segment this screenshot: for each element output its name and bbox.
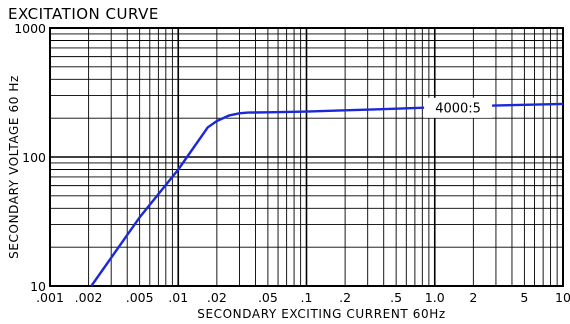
x-tick-label: .2 <box>339 290 351 305</box>
chart-title: EXCITATION CURVE <box>8 5 159 23</box>
y-tick-label: 100 <box>22 150 46 165</box>
x-tick-label: .001 <box>36 290 64 305</box>
x-tick-label: 5 <box>520 290 528 305</box>
x-tick-label: .5 <box>390 290 402 305</box>
x-tick-label: 2 <box>469 290 477 305</box>
y-axis-label: SECONDARY VOLTAGE 60 Hz <box>7 75 21 259</box>
y-tick-labels: 10 100 1000 <box>14 21 46 294</box>
x-tick-label: .1 <box>301 290 313 305</box>
x-tick-label: 10 <box>555 290 570 305</box>
plot-frame <box>49 27 564 287</box>
grid-major <box>50 28 563 286</box>
x-tick-label: 1.0 <box>425 290 445 305</box>
x-tick-label: .005 <box>126 290 154 305</box>
series-line-0 <box>90 102 564 287</box>
x-tick-labels: .001 .002 .005 .01 .02 .05 .1 .2 .5 1.0 2 5 10 <box>36 290 570 305</box>
x-tick-label: .01 <box>168 290 188 305</box>
series-label-bg <box>424 97 493 118</box>
x-axis-label: SECONDARY EXCITING CURRENT 60Hz <box>197 307 446 321</box>
x-tick-label: .002 <box>75 290 103 305</box>
x-tick-label: .05 <box>258 290 278 305</box>
y-tick-label: 1000 <box>14 21 46 36</box>
series-layer: 4000:5 <box>90 97 564 287</box>
x-tick-label: .02 <box>207 290 227 305</box>
series-label: 4000:5 <box>435 101 481 116</box>
y-tick-label: 10 <box>30 279 46 294</box>
